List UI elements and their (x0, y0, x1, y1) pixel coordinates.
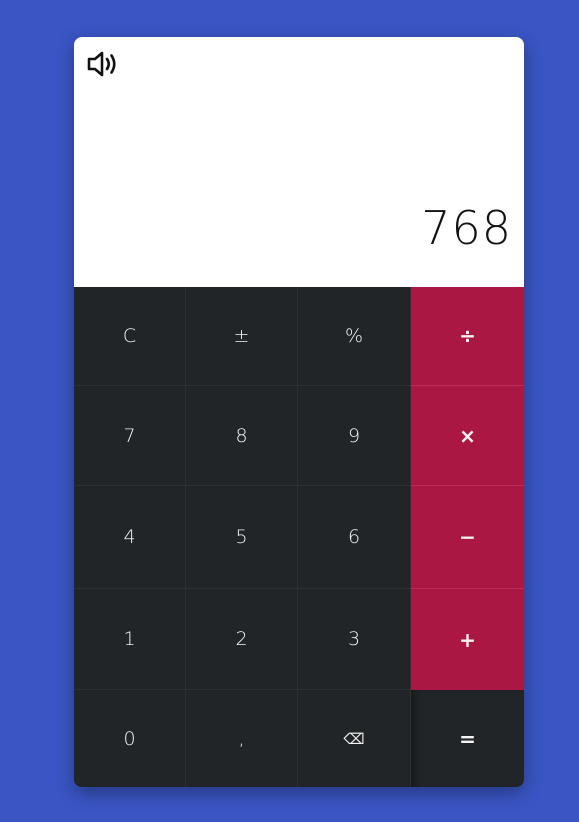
add-button[interactable]: + (411, 589, 524, 690)
digit-1-button[interactable]: 1 (74, 589, 186, 690)
subtract-button[interactable]: − (411, 486, 524, 589)
keypad: C ± % ÷ 7 8 9 × 4 5 6 − 1 2 3 + 0 , ⌫ = (74, 287, 524, 787)
digit-3-button[interactable]: 3 (298, 589, 411, 690)
clear-button[interactable]: C (74, 287, 186, 386)
digit-2-button[interactable]: 2 (186, 589, 298, 690)
decimal-button[interactable]: , (186, 690, 298, 787)
digit-5-button[interactable]: 5 (186, 486, 298, 589)
speaker-volume-icon[interactable] (86, 49, 120, 79)
backspace-button[interactable]: ⌫ (298, 690, 411, 787)
display-value: 768 (421, 201, 512, 255)
digit-6-button[interactable]: 6 (298, 486, 411, 589)
percent-button[interactable]: % (298, 287, 411, 386)
plus-minus-button[interactable]: ± (186, 287, 298, 386)
digit-0-button[interactable]: 0 (74, 690, 186, 787)
digit-4-button[interactable]: 4 (74, 486, 186, 589)
display-panel: 768 (74, 37, 524, 287)
digit-8-button[interactable]: 8 (186, 386, 298, 486)
digit-7-button[interactable]: 7 (74, 386, 186, 486)
equals-button[interactable]: = (411, 690, 524, 787)
multiply-button[interactable]: × (411, 386, 524, 486)
calculator: 768 C ± % ÷ 7 8 9 × 4 5 6 − 1 2 3 + 0 , … (74, 37, 524, 787)
divide-button[interactable]: ÷ (411, 287, 524, 386)
digit-9-button[interactable]: 9 (298, 386, 411, 486)
